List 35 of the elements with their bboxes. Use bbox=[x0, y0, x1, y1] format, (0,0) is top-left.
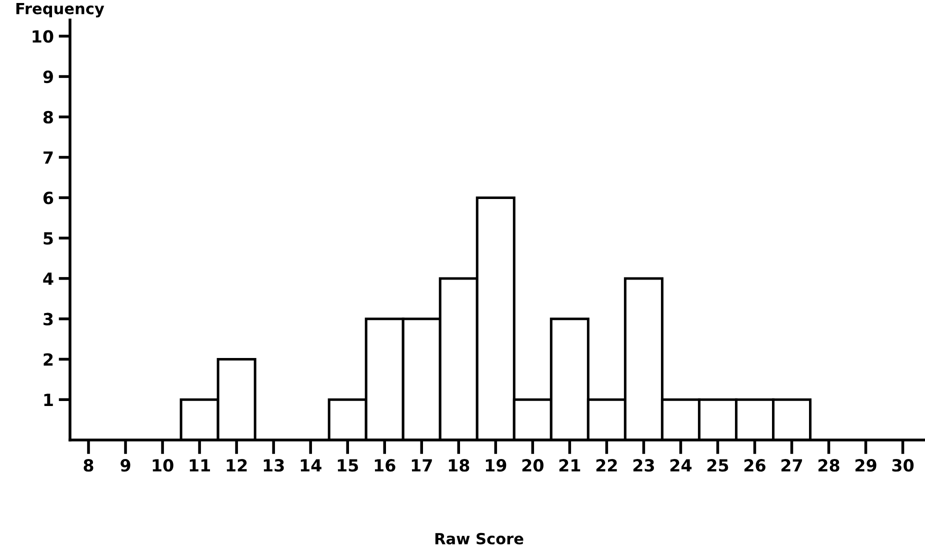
y-tick-label: 3 bbox=[44, 312, 53, 326]
y-tick-label: 6 bbox=[43, 192, 54, 204]
x-tick-label: 13 bbox=[264, 459, 284, 472]
x-tick-label: 19 bbox=[486, 459, 506, 472]
x-tick-label: 17 bbox=[412, 459, 432, 472]
y-tick-label: 8 bbox=[43, 110, 53, 124]
x-tick-label: 23 bbox=[633, 459, 654, 472]
y-tick-label: 5 bbox=[44, 232, 53, 245]
x-tick-label: 9 bbox=[120, 459, 130, 472]
x-tick-label: 25 bbox=[707, 459, 728, 472]
x-tick-label: 16 bbox=[374, 459, 396, 472]
y-tick-label: 7 bbox=[44, 151, 53, 164]
x-tick-label: 18 bbox=[448, 459, 470, 472]
x-tick-label: 15 bbox=[338, 459, 358, 472]
x-tick-label: 10 bbox=[152, 459, 174, 472]
x-tick-label: 12 bbox=[226, 459, 247, 472]
x-tick-label: 27 bbox=[781, 459, 802, 472]
x-tick-label: 21 bbox=[559, 459, 580, 472]
x-tick-label: 14 bbox=[300, 459, 322, 472]
x-tick-label: 26 bbox=[744, 459, 766, 472]
y-tick-label: 2 bbox=[44, 353, 53, 366]
x-axis-title: Raw Score bbox=[435, 532, 524, 544]
x-tick-label: 30 bbox=[892, 459, 914, 472]
x-tick-label: 29 bbox=[856, 459, 876, 472]
x-tick-label: 8 bbox=[84, 459, 94, 472]
y-axis-title: Frequency bbox=[16, 2, 104, 18]
x-tick-label: 24 bbox=[670, 459, 692, 472]
x-tick-label: 11 bbox=[190, 459, 210, 472]
x-tick-label: 22 bbox=[596, 459, 617, 472]
y-tick-label: 10 bbox=[32, 30, 54, 43]
y-tick-label: 4 bbox=[43, 272, 54, 285]
y-tick-label: 1 bbox=[44, 394, 53, 406]
x-tick-label: 28 bbox=[818, 459, 840, 472]
x-tick-label: 20 bbox=[522, 459, 544, 472]
y-tick-label: 9 bbox=[43, 70, 53, 84]
